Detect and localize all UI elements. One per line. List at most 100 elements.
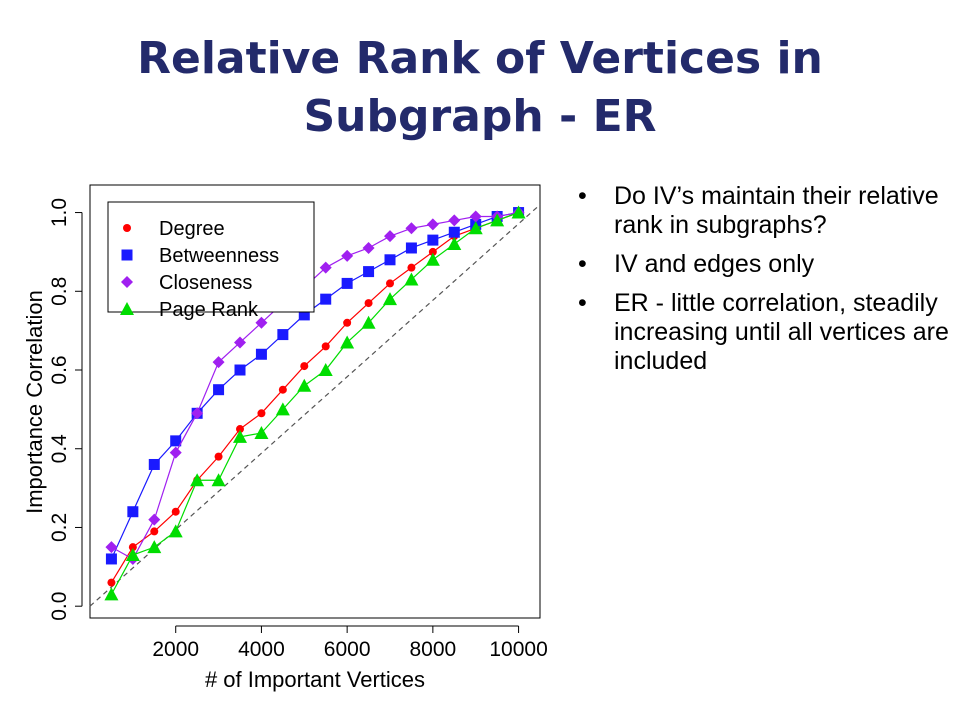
data-point-page-rank [383,292,397,306]
bullet-list: Do IV’s maintain their relative rank in … [578,182,958,386]
data-point-closeness [212,356,225,369]
data-point-betweenness [341,277,353,289]
data-point-betweenness [213,384,225,396]
data-point-page-rank [190,473,205,487]
legend-label-degree: Degree [159,218,225,240]
data-point-betweenness [277,329,289,341]
data-point-page-rank [468,221,483,235]
legend-marker-betweenness [121,249,133,261]
data-point-degree [107,578,116,587]
data-point-page-rank [511,205,526,219]
x-tick-label: 10000 [489,638,547,661]
data-point-betweenness [127,506,139,518]
data-point-betweenness [298,309,310,321]
x-axis-label: # of Important Vertices [205,667,425,692]
data-point-degree [171,507,180,516]
data-point-closeness [405,222,418,235]
series-page-rank [104,205,526,601]
data-point-page-rank [447,237,462,251]
bullet-item: Do IV’s maintain their relative rank in … [578,182,958,240]
data-point-closeness [426,218,439,231]
data-point-betweenness [234,364,246,376]
data-point-page-rank [318,363,333,377]
y-tick-label: 1.0 [48,198,71,227]
series-layer [104,205,526,601]
data-point-page-rank [233,429,247,443]
chart-container: 2000 4000 6000 8000 10000 0.0 0.2 0.4 0.6 0.8 1.0 … [0,170,570,710]
data-point-closeness [169,446,182,459]
data-point-closeness [234,336,246,349]
data-point-degree [257,409,266,418]
bullet-item: IV and edges only [578,250,958,279]
x-tick-label: 2000 [152,638,199,661]
axes-layer: 2000 4000 6000 8000 10000 0.0 0.2 0.4 0.6 0.8 1.0 [48,198,548,661]
data-point-betweenness [105,553,117,565]
data-point-page-rank [425,252,440,266]
legend-label-page-rank: Page Rank [159,299,259,321]
y-tick-label: 0.2 [48,513,71,542]
data-point-degree [128,543,137,552]
data-point-closeness [448,214,461,227]
data-point-degree [278,385,287,394]
data-point-degree [386,279,394,288]
data-point-betweenness [148,458,160,470]
data-point-page-rank [104,587,119,601]
slide-title-line-1: Relative Rank of Vertices in [137,33,823,84]
data-point-degree [321,342,330,351]
data-point-page-rank [340,335,355,349]
legend-marker-closeness [121,276,133,288]
legend-box [107,201,315,313]
data-point-page-rank [168,524,183,538]
data-point-page-rank [147,540,162,554]
data-point-betweenness [363,266,375,278]
data-point-betweenness [255,348,267,360]
data-point-page-rank [361,315,376,329]
data-point-page-rank [125,548,140,562]
data-point-degree [236,425,244,434]
data-point-betweenness [170,435,182,447]
data-point-betweenness [405,242,417,254]
data-point-closeness [384,230,396,243]
data-point-page-rank [490,213,505,227]
data-point-betweenness [427,234,439,246]
series-line-degree [110,211,519,583]
data-point-degree [300,362,309,371]
data-point-closeness [319,261,332,274]
y-tick-label: 0.0 [48,592,71,621]
data-point-betweenness [384,254,396,266]
legend-marker-page-rank [120,302,134,315]
y-axis-label: Importance Correlation [22,290,47,514]
y-tick-label: 0.4 [48,434,71,464]
legend: Degree Betweenness Closeness Page Rank [107,201,315,321]
data-point-page-rank [254,425,269,439]
legend-marker-degree [123,224,131,232]
x-tick-label: 4000 [238,638,285,661]
slide-title-line-2: Subgraph - ER [303,91,657,142]
legend-label-closeness: Closeness [159,272,252,294]
x-tick-label: 8000 [409,638,456,661]
data-point-closeness [255,316,268,329]
data-point-page-rank [211,473,226,487]
slide-title: Relative Rank of Vertices in Subgraph - … [0,30,960,146]
data-point-degree [428,247,437,256]
data-point-degree [150,527,159,536]
data-point-closeness [148,513,161,526]
bullet-item: ER - little correlation, steadily increa… [578,289,958,376]
data-point-betweenness [448,226,460,238]
plot-frame [89,184,541,619]
legend-label-betweenness: Betweenness [159,245,279,267]
data-point-closeness [191,407,204,420]
data-point-betweenness [320,293,332,305]
data-point-closeness [362,241,375,254]
data-point-page-rank [297,378,312,392]
data-point-page-rank [275,402,290,416]
data-point-degree [364,299,373,308]
y-tick-label: 0.8 [48,277,71,306]
data-point-degree [214,452,223,461]
x-tick-label: 6000 [324,638,371,661]
importance-correlation-chart: 2000 4000 6000 8000 100000.00.20.40.60.81.0 … [22,184,548,692]
data-point-closeness [469,210,482,223]
data-point-degree [343,318,352,327]
data-point-degree [407,263,416,272]
data-point-closeness [105,541,118,554]
